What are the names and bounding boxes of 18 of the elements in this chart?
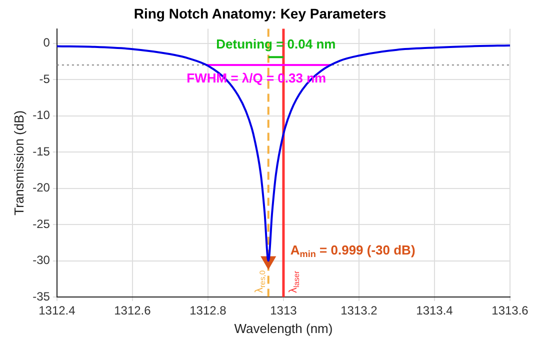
x-tick-label: 1313 (270, 304, 298, 318)
x-tick-label: 1312.6 (114, 304, 152, 318)
x-tick-label: 1313.4 (416, 304, 454, 318)
y-tick-label: -10 (32, 108, 50, 122)
y-tick-label: -20 (32, 180, 50, 195)
y-tick-label: -15 (32, 144, 50, 158)
y-tick-label: -35 (32, 289, 50, 304)
chart-title: Ring Notch Anatomy: Key Parameters (134, 5, 386, 22)
x-tick-label: 1313.6 (492, 304, 529, 318)
y-tick-label: -5 (39, 72, 50, 86)
y-axis-title: Transmission (dB) (11, 110, 26, 216)
x-tick-label: 1312.8 (190, 304, 227, 318)
x-tick-label: 1313.2 (340, 304, 378, 318)
x-axis-title: Wavelength (nm) (234, 320, 333, 336)
y-tick-label: -30 (32, 253, 50, 268)
y-tick-label: -25 (32, 216, 50, 231)
x-tick-label: 1312.4 (38, 304, 76, 318)
y-tick-label: 0 (43, 36, 50, 50)
